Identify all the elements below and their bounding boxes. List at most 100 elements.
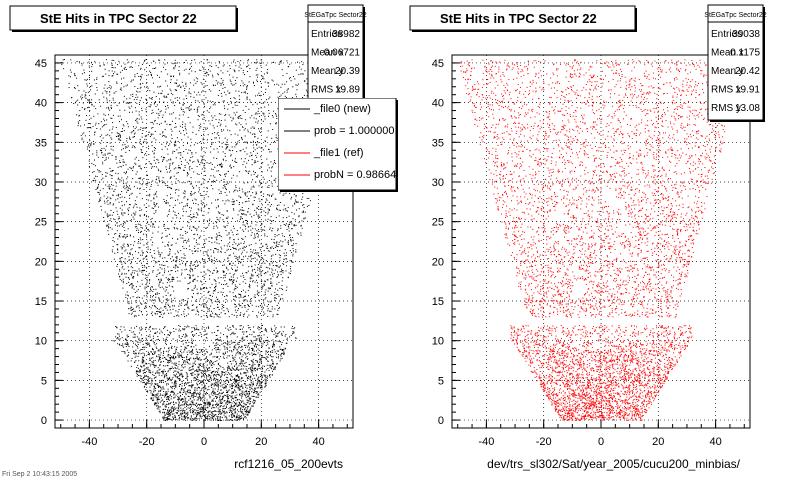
scatter-point (271, 356, 273, 358)
scatter-point (233, 200, 235, 202)
scatter-point (163, 288, 165, 290)
scatter-point (84, 109, 86, 111)
scatter-point (255, 252, 257, 254)
scatter-point (137, 87, 139, 89)
scatter-point (182, 215, 184, 217)
scatter-point (158, 113, 160, 115)
scatter-point (225, 419, 227, 421)
scatter-point (239, 129, 241, 131)
scatter-point (132, 244, 134, 246)
scatter-point (226, 294, 228, 296)
scatter-point (284, 335, 286, 337)
scatter-point (113, 102, 115, 104)
scatter-point (222, 353, 224, 355)
scatter-point (135, 225, 137, 227)
scatter-point (155, 211, 157, 213)
scatter-point (229, 369, 231, 371)
scatter-point (165, 286, 167, 288)
scatter-point (237, 233, 239, 235)
scatter-point (265, 297, 267, 299)
scatter-point (103, 220, 105, 222)
scatter-point (130, 193, 132, 195)
scatter-point (261, 287, 263, 289)
scatter-point (246, 88, 248, 90)
scatter-point (269, 264, 271, 266)
scatter-point (197, 276, 199, 278)
scatter-point (272, 116, 274, 118)
scatter-point (190, 373, 192, 375)
scatter-point (295, 195, 297, 197)
scatter-point (119, 135, 121, 137)
scatter-point (256, 140, 258, 142)
scatter-point (109, 174, 111, 176)
scatter-point (244, 416, 246, 418)
scatter-point (196, 410, 198, 412)
scatter-point (254, 233, 256, 235)
scatter-point (151, 112, 153, 114)
scatter-point (119, 161, 121, 163)
scatter-point (117, 343, 119, 345)
scatter-point (165, 343, 167, 345)
scatter-point (153, 302, 155, 304)
scatter-point (254, 388, 256, 390)
scatter-point (178, 167, 180, 169)
scatter-point (141, 198, 143, 200)
scatter-point (184, 191, 186, 193)
scatter-point (257, 364, 259, 366)
scatter-point (148, 145, 150, 147)
scatter-point (167, 370, 169, 372)
scatter-point (225, 94, 227, 96)
scatter-point (181, 375, 183, 377)
scatter-point (172, 162, 174, 164)
scatter-point (233, 409, 235, 411)
scatter-point (145, 98, 147, 100)
scatter-point (179, 152, 181, 154)
scatter-point (98, 170, 100, 172)
scatter-point (163, 201, 165, 203)
scatter-point (141, 366, 143, 368)
scatter-point (216, 356, 218, 358)
scatter-point (212, 101, 214, 103)
scatter-point (247, 358, 249, 360)
scatter-point (247, 270, 249, 272)
scatter-point (249, 385, 251, 387)
scatter-point (245, 147, 247, 149)
scatter-point (166, 171, 168, 173)
scatter-point (149, 325, 151, 327)
scatter-point (268, 209, 270, 211)
scatter-point (126, 336, 128, 338)
scatter-point (246, 399, 248, 401)
scatter-point (152, 241, 154, 243)
scatter-point (251, 220, 253, 222)
scatter-point (151, 311, 153, 313)
scatter-point (253, 162, 255, 164)
scatter-point (137, 122, 139, 124)
scatter-point (218, 384, 220, 386)
scatter-point (220, 375, 222, 377)
scatter-point (130, 132, 132, 134)
scatter-point (129, 235, 131, 237)
scatter-point (163, 101, 165, 103)
scatter-point (241, 80, 243, 82)
scatter-point (226, 399, 228, 401)
scatter-point (237, 141, 239, 143)
scatter-point (254, 367, 256, 369)
scatter-point (139, 192, 141, 194)
scatter-point (91, 103, 93, 105)
scatter-point (139, 375, 141, 377)
scatter-point (178, 85, 180, 87)
scatter-point (219, 418, 221, 420)
scatter-point (229, 165, 231, 167)
scatter-point (243, 299, 245, 301)
scatter-point (218, 232, 220, 234)
scatter-point (226, 376, 228, 378)
scatter-point (261, 344, 263, 346)
scatter-point (133, 351, 135, 353)
scatter-point (115, 156, 117, 158)
scatter-point (123, 185, 125, 187)
scatter-point (271, 306, 273, 308)
scatter-point (188, 385, 190, 387)
scatter-point (189, 150, 191, 152)
scatter-point (234, 369, 236, 371)
scatter-point (237, 117, 239, 119)
